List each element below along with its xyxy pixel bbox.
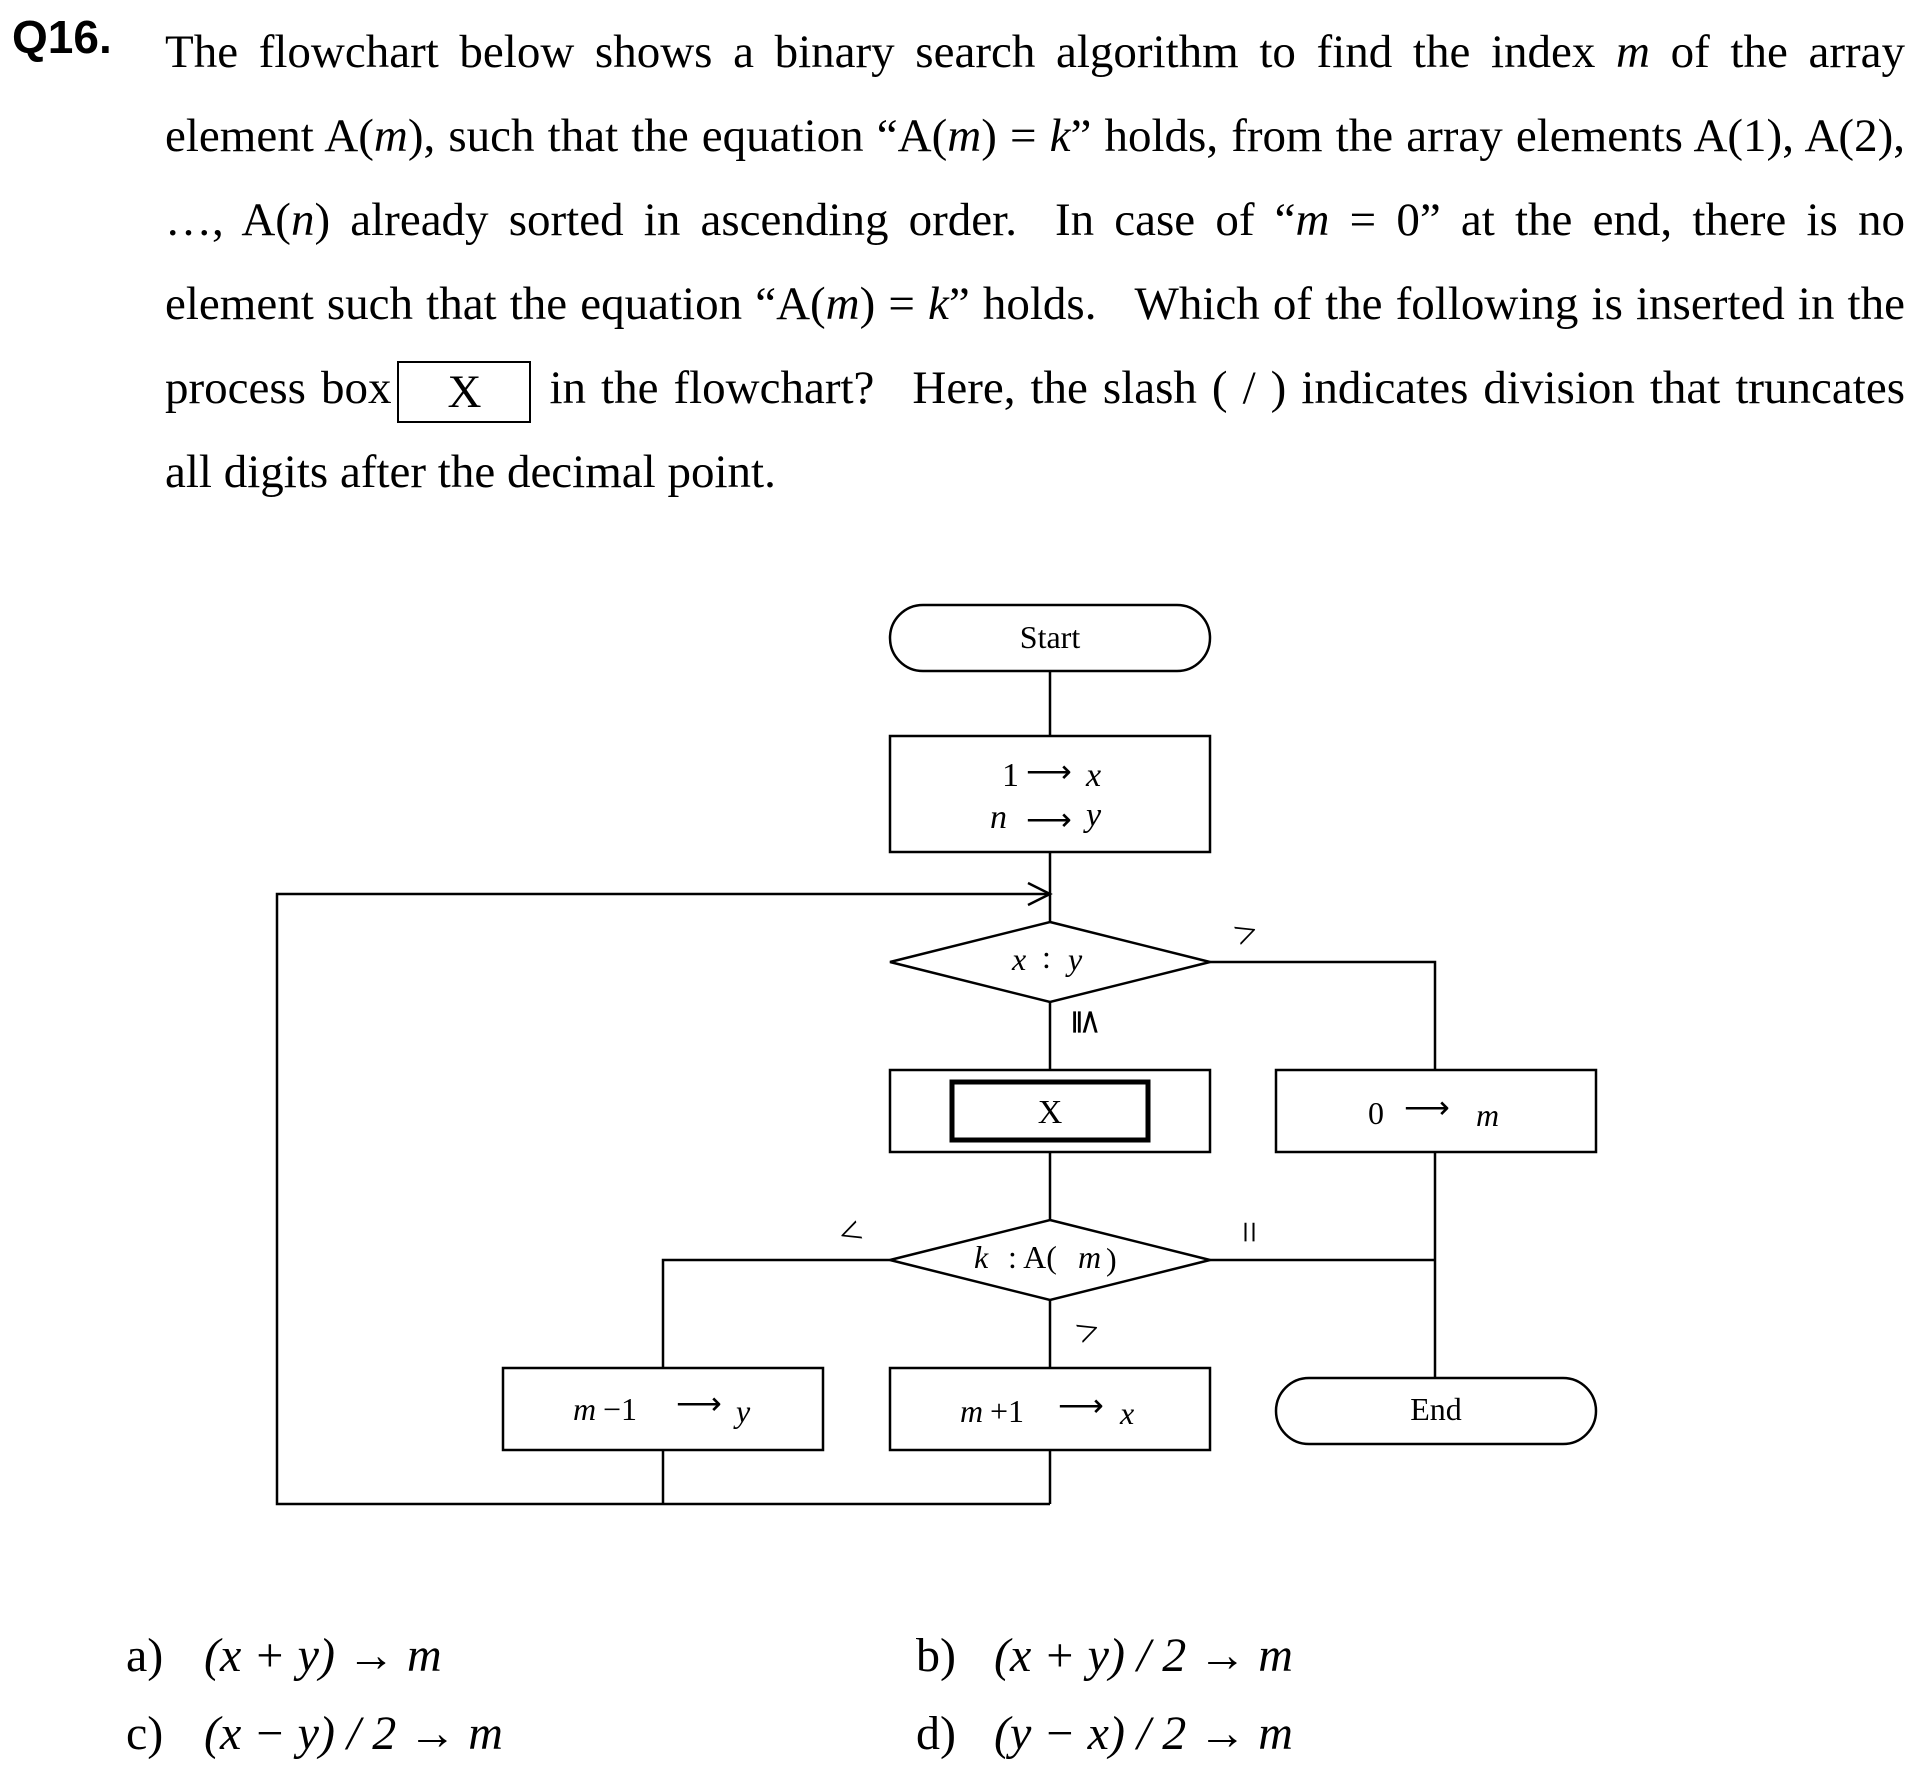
choice-expression: (x + y) / 2 → m bbox=[994, 1629, 1293, 1682]
init-var-x: x bbox=[1085, 757, 1101, 794]
question-seg12: in the flowchart? bbox=[549, 362, 875, 414]
end-terminator bbox=[1274, 1376, 1598, 1446]
init-arrow-2: ⟶ bbox=[1026, 801, 1072, 837]
cond1-le-label: ≦ bbox=[1068, 1008, 1105, 1037]
var-m: m bbox=[1295, 194, 1330, 246]
zero-arrow: ⟶ bbox=[1404, 1089, 1450, 1125]
choice-a[interactable]: a) (x + y) → m bbox=[126, 1628, 442, 1683]
cond1-var-y: y bbox=[1065, 941, 1083, 977]
init-arrow-1: ⟶ bbox=[1026, 753, 1072, 789]
var-m: m bbox=[373, 110, 408, 162]
var-m: m bbox=[1616, 26, 1650, 78]
cond2-eq-label: = bbox=[1227, 1221, 1272, 1244]
connector-cond2-less bbox=[661, 1258, 890, 1368]
left-var-m: m bbox=[573, 1391, 596, 1427]
process-box-x-inline: X bbox=[397, 361, 532, 424]
cond1-colon: : bbox=[1042, 939, 1051, 975]
mid-var-x: x bbox=[1119, 1395, 1134, 1431]
choice-letter: b) bbox=[916, 1629, 956, 1682]
var-m: m bbox=[947, 110, 982, 162]
var-m: m bbox=[825, 278, 860, 330]
question-seg2: of the array element A( bbox=[165, 26, 1905, 162]
choice-expression: (x + y) → m bbox=[204, 1629, 442, 1682]
var-k: k bbox=[1049, 110, 1071, 162]
question-seg7: In case of “ bbox=[1054, 194, 1296, 246]
cond2-var-m: m bbox=[1078, 1239, 1101, 1275]
choice-letter: d) bbox=[916, 1707, 956, 1760]
m-plus-1-box bbox=[888, 1366, 1212, 1452]
process-x-label: X bbox=[1038, 1094, 1063, 1131]
flowchart: Start 1 ⟶ x n ⟶ y x : y ≦ > X 0 ⟶ m k : … bbox=[275, 603, 1598, 1506]
left-arrow: ⟶ bbox=[676, 1385, 722, 1421]
cond2-mid: : A( bbox=[1008, 1239, 1057, 1275]
mid-plus-one: +1 bbox=[990, 1393, 1024, 1429]
cond2-close: ) bbox=[1106, 1241, 1117, 1277]
init-var-y: y bbox=[1083, 797, 1102, 834]
question-seg6: ) already sorted in ascending order. bbox=[314, 194, 1017, 246]
zero-value: 0 bbox=[1368, 1095, 1384, 1131]
cond2-lt-label: < bbox=[832, 1207, 869, 1257]
mid-var-m: m bbox=[960, 1393, 983, 1429]
question-number: Q16. bbox=[12, 11, 112, 63]
question-seg10: ” holds. bbox=[948, 278, 1097, 330]
choice-c[interactable]: c) (x − y) / 2 → m bbox=[126, 1706, 503, 1761]
question-seg11: Which of the following is inserted in th… bbox=[165, 278, 1905, 414]
loop-back-line bbox=[275, 892, 1050, 1506]
left-var-y: y bbox=[733, 1393, 751, 1429]
var-n: n bbox=[290, 194, 315, 246]
choice-expression: (x − y) / 2 → m bbox=[204, 1707, 503, 1760]
choice-letter: a) bbox=[126, 1629, 164, 1682]
init-var-n: n bbox=[990, 799, 1007, 836]
process-box-x bbox=[949, 1079, 1151, 1143]
question-seg8: = 0” at the end, there is no element suc… bbox=[165, 194, 1905, 330]
start-label: Start bbox=[1020, 619, 1081, 655]
question-seg9: ) = bbox=[859, 278, 929, 330]
end-label: End bbox=[1410, 1391, 1462, 1427]
question-seg13: Here, the slash ( / ) indicates division… bbox=[165, 362, 1905, 498]
cond1-gt-label: > bbox=[1228, 907, 1265, 957]
question-seg5: ” holds, from the array elements A(1), A… bbox=[165, 110, 1905, 246]
left-minus-one: −1 bbox=[603, 1391, 637, 1427]
m-minus-1-box bbox=[501, 1366, 825, 1452]
question-seg3: ), such that the equation “A( bbox=[407, 110, 948, 162]
choice-letter: c) bbox=[126, 1707, 164, 1760]
loop-arrowhead bbox=[1027, 881, 1053, 907]
choice-d[interactable]: d) (y − x) / 2 → m bbox=[916, 1706, 1293, 1761]
question-seg4: ) = bbox=[981, 110, 1050, 162]
choice-expression: (y − x) / 2 → m bbox=[994, 1707, 1293, 1760]
init-one: 1 bbox=[1002, 757, 1019, 794]
question-text: The flowchart below shows a binary searc… bbox=[165, 10, 1905, 514]
choice-b[interactable]: b) (x + y) / 2 → m bbox=[916, 1628, 1293, 1683]
zero-var-m: m bbox=[1476, 1097, 1499, 1133]
connector-cond1-zero bbox=[1210, 960, 1437, 1070]
var-k: k bbox=[928, 278, 949, 330]
cond1-var-x: x bbox=[1011, 941, 1026, 977]
question-seg1: The flowchart below shows a binary searc… bbox=[165, 26, 1617, 78]
cond2-var-k: k bbox=[974, 1239, 989, 1275]
mid-arrow: ⟶ bbox=[1058, 1387, 1104, 1423]
cond2-gt-label: > bbox=[1070, 1305, 1107, 1355]
